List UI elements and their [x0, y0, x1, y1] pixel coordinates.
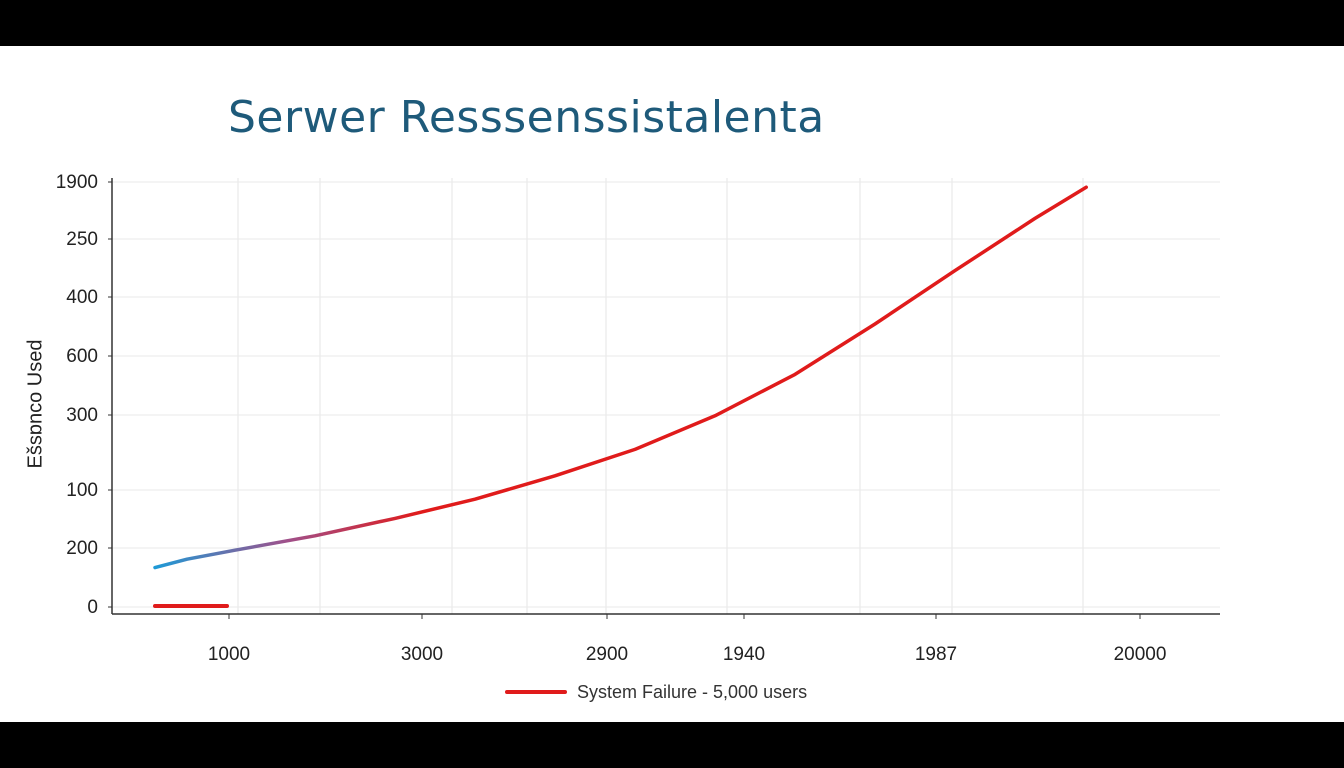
chart-title: Serwer Resssenssistalenta — [228, 92, 825, 143]
y-tick-label: 250 — [66, 229, 98, 250]
legend-label: System Failure - 5,000 users — [577, 681, 808, 702]
legend: System Failure - 5,000 users — [505, 680, 807, 704]
y-tick-label: 400 — [66, 287, 98, 308]
y-tick-label: 100 — [66, 480, 98, 501]
chart-frame — [0, 46, 1344, 722]
x-tick-label: 3000 — [401, 644, 443, 665]
y-tick-label: 1900 — [56, 172, 98, 193]
y-tick-label: 200 — [66, 538, 98, 559]
y-tick-label: 0 — [87, 597, 98, 618]
series-line-system-failure — [153, 185, 1088, 570]
x-tick-label: 2900 — [586, 644, 628, 665]
y-axis-label: Ešsɒnco Used — [24, 339, 47, 469]
legend-swatch — [505, 690, 567, 694]
y-tick-label: 300 — [66, 405, 98, 426]
x-tick-label: 1940 — [723, 644, 765, 665]
x-tick-label: 1987 — [915, 644, 957, 665]
x-tick-label: 20000 — [1114, 644, 1167, 665]
y-tick-label: 600 — [66, 346, 98, 367]
x-tick-label: 1000 — [208, 644, 250, 665]
